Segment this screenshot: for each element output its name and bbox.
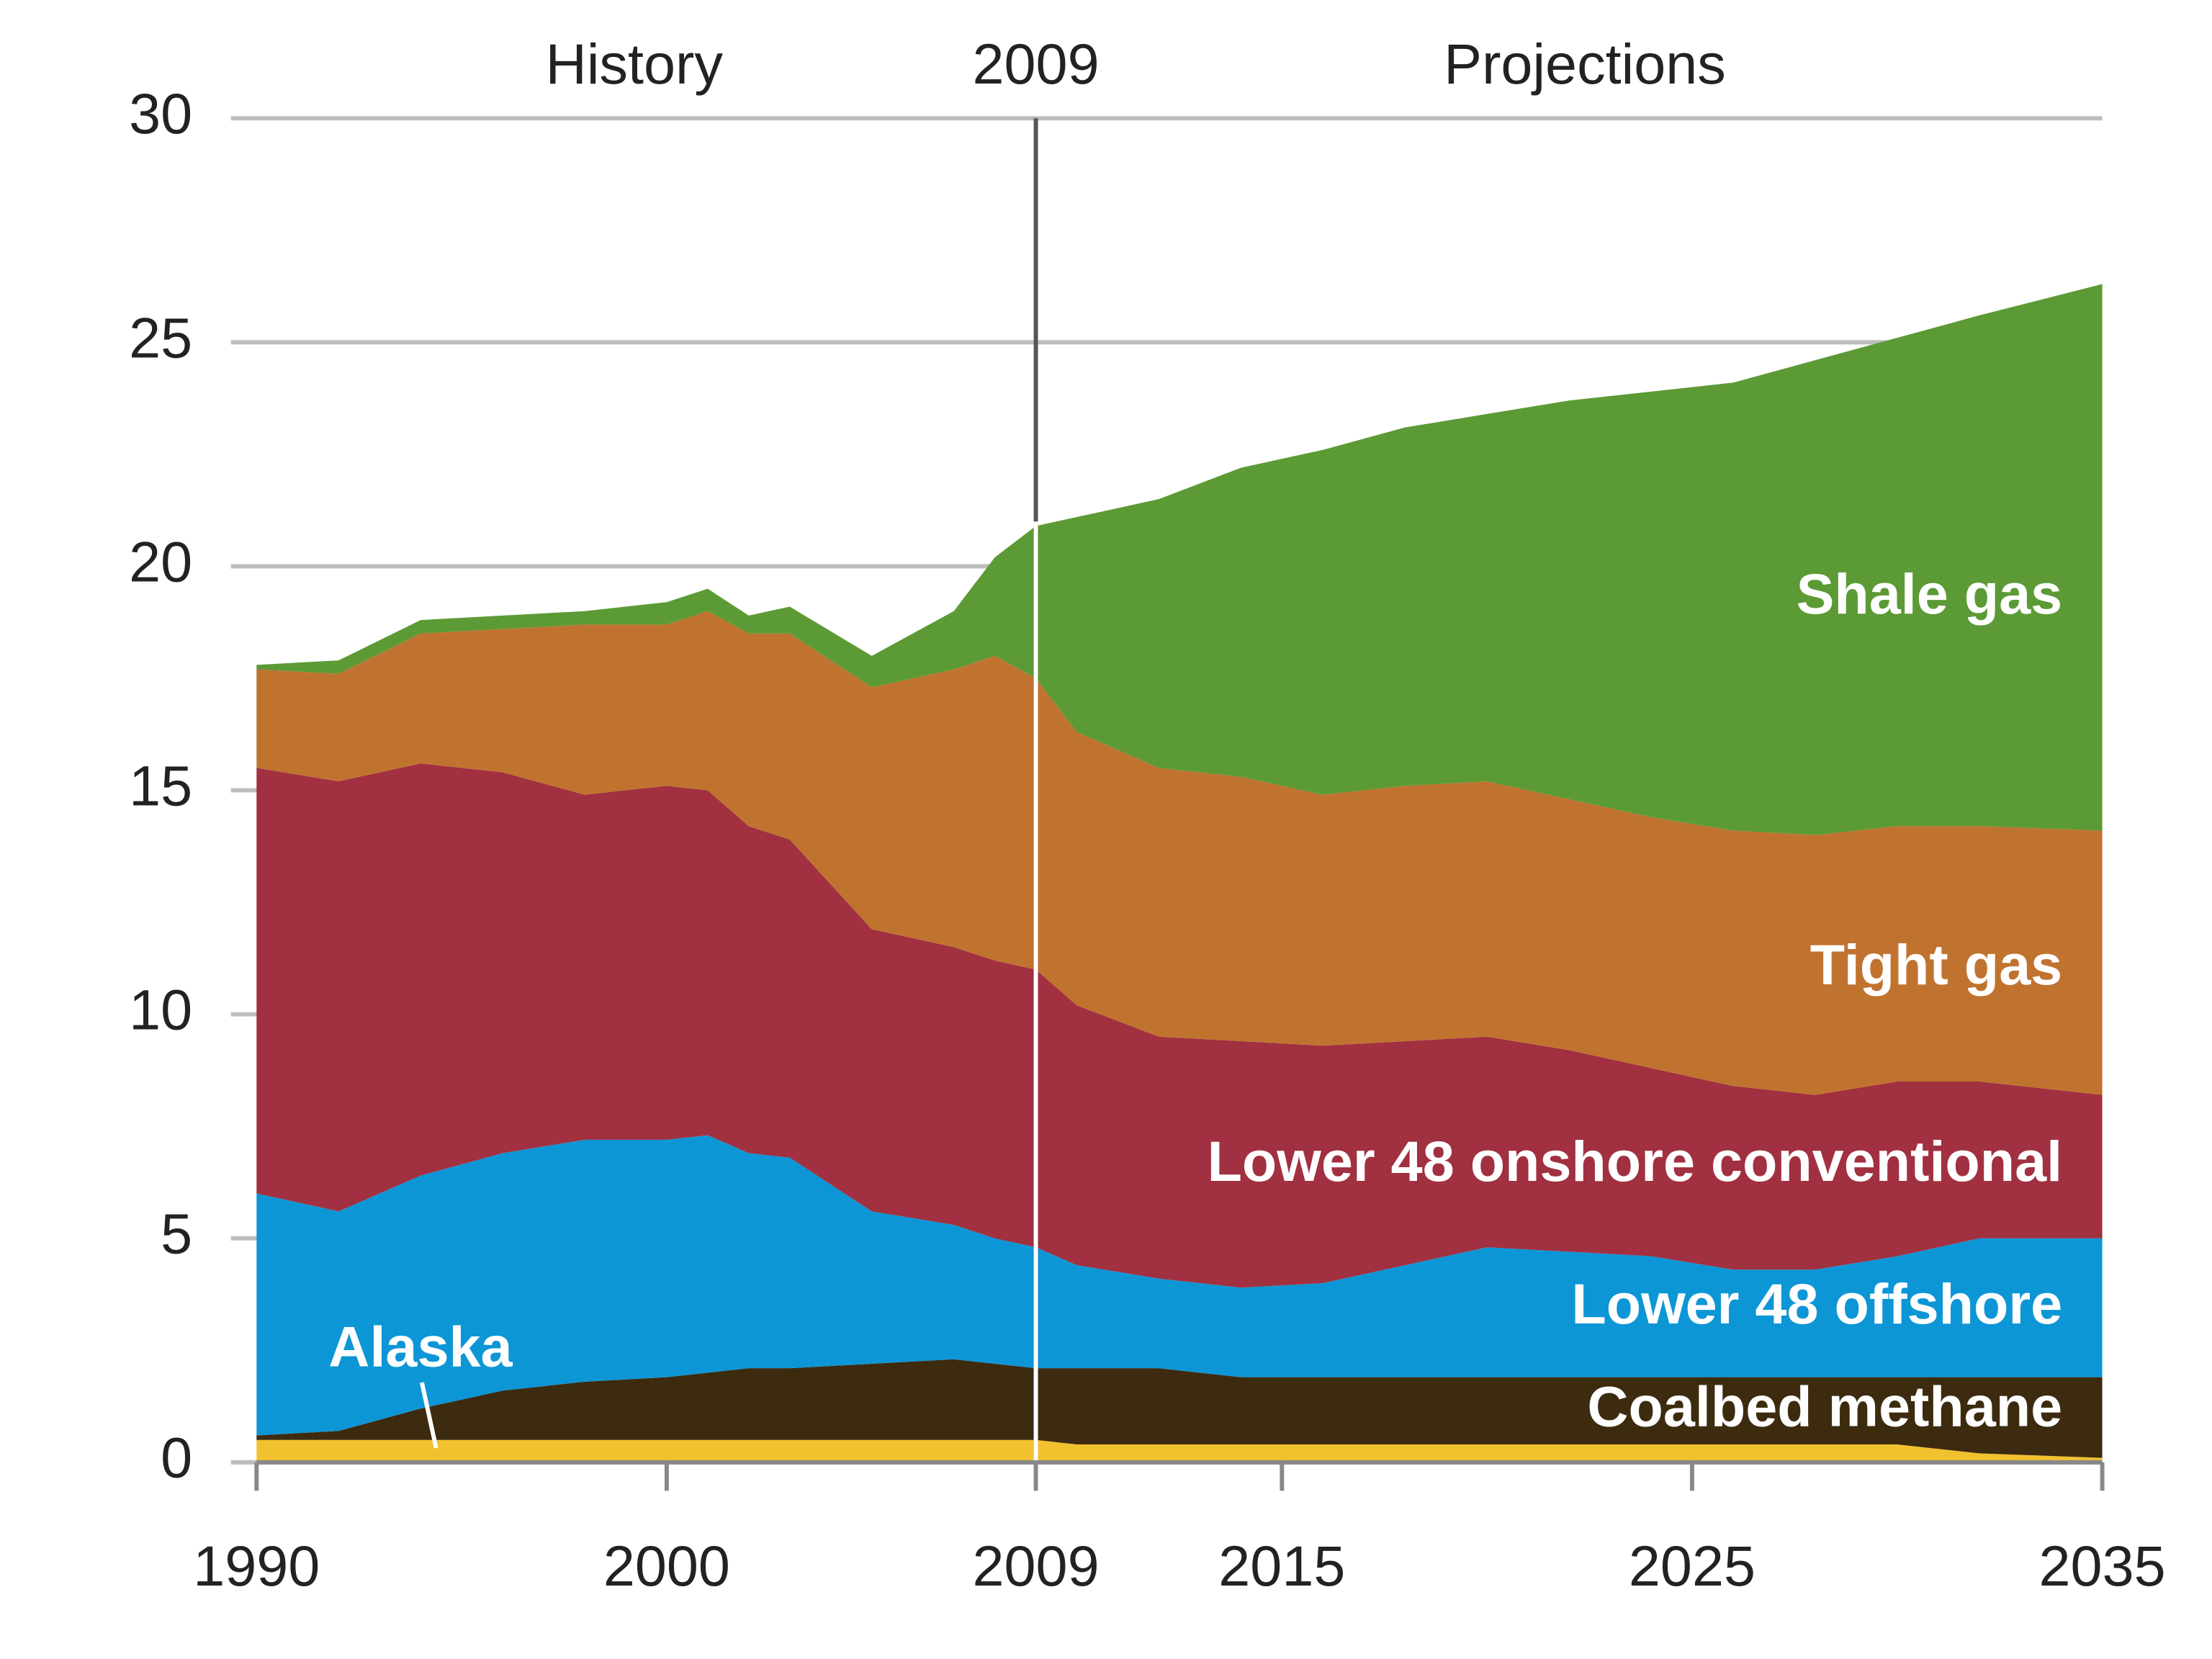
series-label: Tight gas [1810, 932, 2062, 997]
series-label: Lower 48 offshore [1571, 1272, 2062, 1336]
y-tick-label: 0 [161, 1426, 192, 1490]
series-label: Shale gas [1797, 562, 2063, 626]
series-label: Alaska [328, 1314, 513, 1378]
divider-label: 2009 [973, 32, 1100, 96]
x-tick-label: 2009 [973, 1534, 1100, 1598]
x-tick-label: 2015 [1218, 1534, 1345, 1598]
series-label: Lower 48 onshore conventional [1208, 1129, 2063, 1193]
y-tick-label: 5 [161, 1202, 192, 1266]
area [256, 611, 2103, 1095]
annotation: Projections [1444, 32, 1726, 96]
x-tick-label: 2000 [603, 1534, 730, 1598]
x-tick-label: 1990 [193, 1534, 320, 1598]
area [256, 1135, 2103, 1436]
label-pointer [419, 1382, 439, 1449]
area [256, 763, 2103, 1288]
x-tick-label: 2035 [2039, 1534, 2166, 1598]
series-label: Coalbed methane [1587, 1374, 2062, 1438]
overlay: History Projections Shale gas Tight gas … [193, 32, 2165, 1598]
y-tick-label: 20 [129, 529, 192, 593]
annotation: History [546, 32, 724, 96]
y-tick-label: 15 [129, 753, 192, 817]
area [256, 284, 2103, 835]
x-tick-label: 2025 [1629, 1534, 1755, 1598]
area [256, 1359, 2103, 1458]
y-tick-label: 10 [129, 978, 192, 1042]
y-tick-label: 30 [129, 81, 192, 145]
y-tick-label: 25 [129, 305, 192, 369]
area [256, 1439, 2103, 1462]
areas [256, 284, 2103, 1462]
